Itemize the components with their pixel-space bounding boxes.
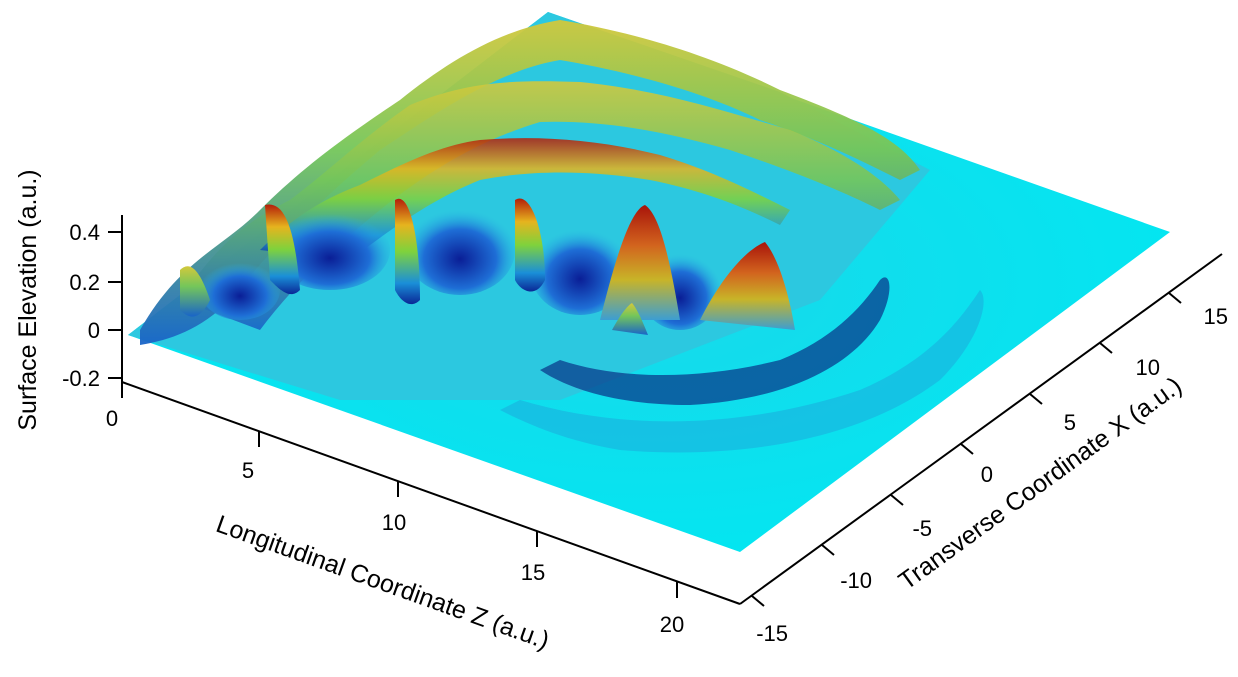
trough-5: [200, 260, 280, 320]
trough-2: [405, 205, 515, 295]
z-tick-label-0: 0.4: [69, 220, 100, 245]
y-axis-line: [739, 253, 1223, 605]
y-tick-label-6: 15: [1204, 304, 1228, 329]
y-tick-label-3: 0: [981, 462, 993, 487]
z-tick-label-3: -0.2: [62, 366, 100, 391]
y-tick-6: [1168, 292, 1182, 304]
y-tick-1: [821, 544, 835, 556]
peak-1: [600, 205, 680, 320]
y-tick-3: [960, 443, 974, 455]
crest-c: [395, 198, 420, 305]
y-tick-label-0: -15: [756, 621, 788, 646]
y-tick-2: [890, 494, 904, 506]
z-axis: 0.4 0.2 0 -0.2 Surface Elevation (a.u.): [14, 169, 123, 431]
ridge-3: [260, 138, 790, 260]
x-tick-label-4: 20: [660, 612, 684, 637]
ridge-1: [140, 20, 920, 345]
y-tick-label-4: 5: [1064, 410, 1076, 435]
crest-d: [515, 198, 545, 292]
outer-ring: [500, 290, 984, 453]
x-axis-line: [121, 381, 741, 605]
y-tick-5: [1099, 342, 1113, 354]
peak-small: [612, 303, 648, 335]
trough-3: [530, 225, 630, 315]
inner-ring: [540, 277, 890, 405]
z-tick-label-2: 0: [88, 318, 100, 343]
crest-b: [265, 204, 300, 295]
x-tick-label-0: 0: [106, 406, 118, 431]
y-tick-label-2: -5: [912, 516, 932, 541]
peak-2: [700, 242, 795, 330]
y-tick-label-1: -10: [840, 568, 872, 593]
z-tick-label-1: 0.2: [69, 270, 100, 295]
x-tick-label-2: 10: [382, 510, 406, 535]
trough-1: [270, 210, 390, 290]
crest-a: [180, 266, 210, 317]
x-tick-label-3: 15: [521, 560, 545, 585]
ridge-2: [180, 81, 900, 330]
z-axis-label: Surface Elevation (a.u.): [14, 169, 42, 430]
surface-mesh: [128, 12, 1170, 552]
y-tick-4: [1029, 393, 1043, 405]
y-tick-0: [751, 595, 765, 607]
x-tick-label-1: 5: [242, 458, 254, 483]
y-axis-label: Transverse Coordinate X (a.u.): [894, 372, 1187, 596]
y-tick-label-5: 10: [1136, 355, 1160, 380]
